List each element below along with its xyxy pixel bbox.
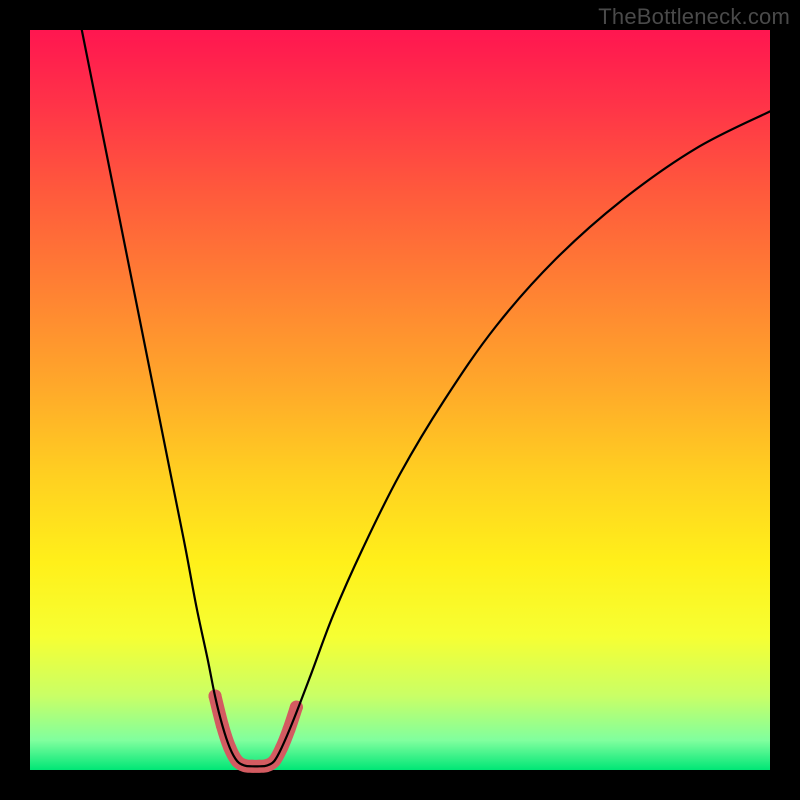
watermark-label: TheBottleneck.com [598, 4, 790, 30]
bottleneck-chart [0, 0, 800, 800]
chart-background [30, 30, 770, 770]
chart-container: TheBottleneck.com [0, 0, 800, 800]
